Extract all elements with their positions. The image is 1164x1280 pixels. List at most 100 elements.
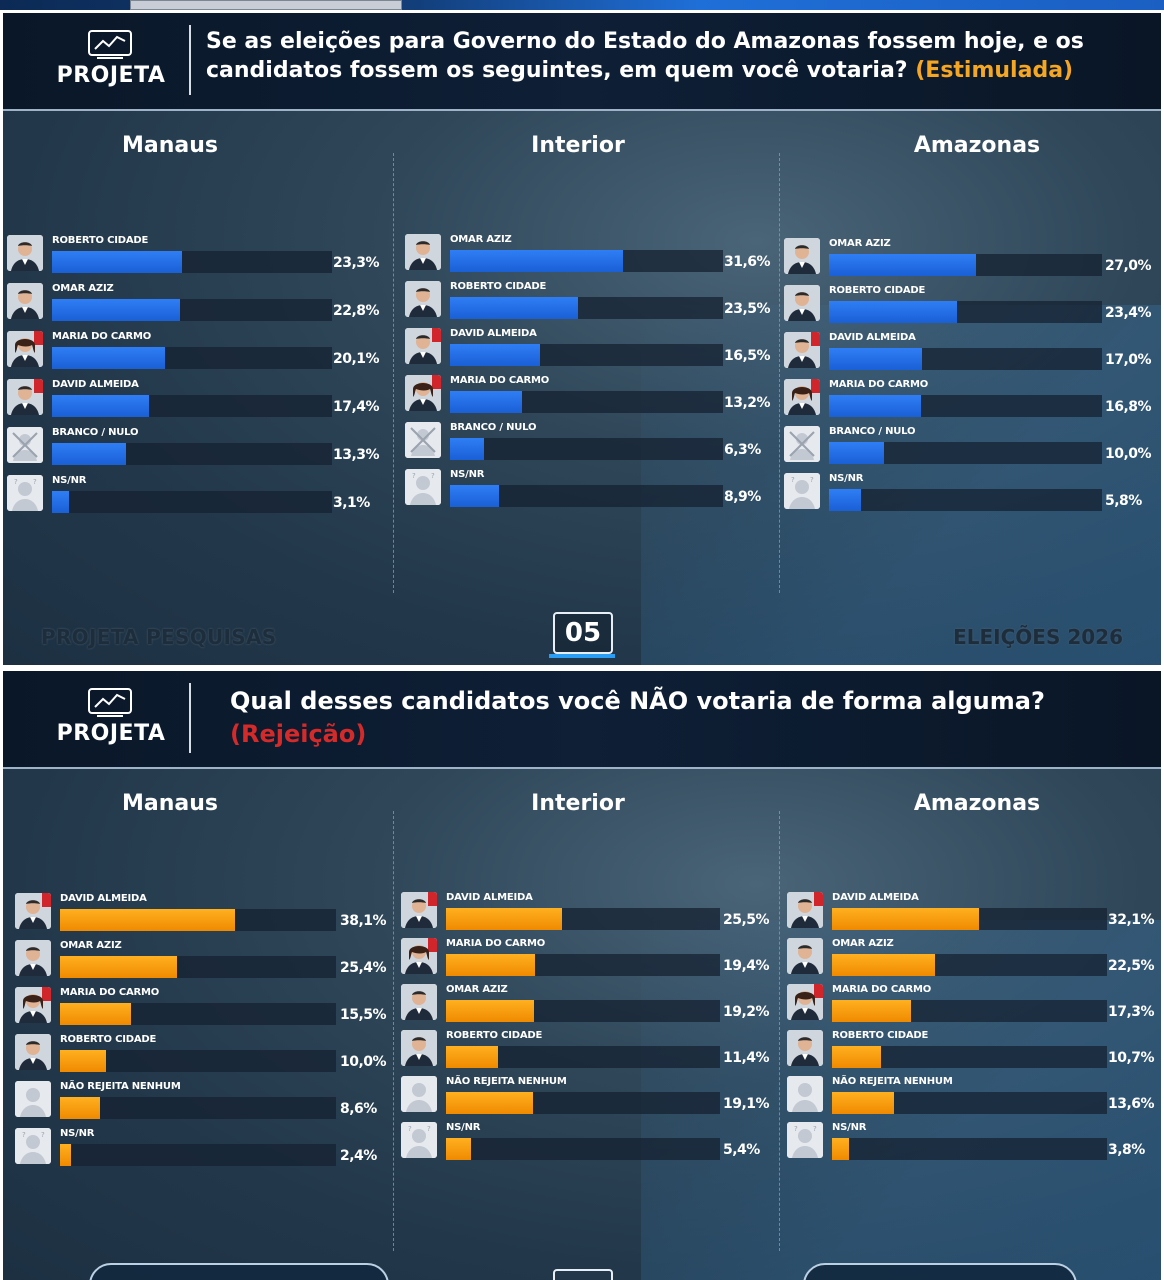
bar-row-roberto-cidade: ROBERTO CIDADE 23,3% xyxy=(7,235,393,281)
slide-header: PROJETA Se as eleições para Governo do E… xyxy=(3,13,1161,111)
candidate-name: MARIA DO CARMO xyxy=(60,987,160,998)
candidate-avatar xyxy=(784,379,820,415)
candidate-avatar xyxy=(405,375,441,411)
bar xyxy=(829,348,922,370)
candidate-photo xyxy=(401,892,437,928)
bar-track xyxy=(829,442,1102,464)
data-label: 19,4% xyxy=(723,958,770,974)
candidate-name: MARIA DO CARMO xyxy=(52,331,152,342)
data-label: 23,3% xyxy=(333,255,380,271)
bar-row-roberto-cidade: ROBERTO CIDADE 10,7% xyxy=(787,1030,1161,1076)
placeholder-person-icon: ?? xyxy=(15,1128,51,1164)
candidate-photo xyxy=(401,984,437,1020)
candidate-photo xyxy=(787,984,823,1020)
column-title-amazonas: Amazonas xyxy=(913,133,1041,158)
data-label: 2,4% xyxy=(340,1148,377,1164)
bar xyxy=(450,297,579,319)
bar-row-omar-aziz: OMAR AZIZ 27,0% xyxy=(784,238,1161,284)
bar xyxy=(52,347,165,369)
bar-track xyxy=(450,297,723,319)
candidate-name: OMAR AZIZ xyxy=(832,938,894,949)
bar-row-david-almeida: DAVID ALMEIDA 32,1% xyxy=(787,892,1161,938)
candidate-avatar xyxy=(405,328,441,364)
candidate-avatar xyxy=(401,1030,437,1066)
candidate-photo xyxy=(787,938,823,974)
bar-row-maria-do-carmo: MARIA DO CARMO 13,2% xyxy=(405,375,784,421)
bar xyxy=(450,485,499,507)
header-divider xyxy=(189,683,191,753)
bar xyxy=(60,909,236,931)
bar-row-omar-aziz: OMAR AZIZ 22,8% xyxy=(7,283,393,329)
data-label: 23,4% xyxy=(1105,305,1152,321)
bar-track xyxy=(829,489,1102,511)
page-indicator xyxy=(549,654,615,658)
candidate-name: DAVID ALMEIDA xyxy=(829,332,916,343)
candidate-name: NÃO REJEITA NENHUM xyxy=(832,1076,953,1087)
bar xyxy=(832,1138,850,1160)
candidate-avatar xyxy=(784,426,820,462)
bar-track xyxy=(60,1003,336,1025)
svg-text:?: ? xyxy=(791,476,795,484)
candidate-name: DAVID ALMEIDA xyxy=(52,379,139,390)
bar-row-omar-aziz: OMAR AZIZ 22,5% xyxy=(787,938,1161,984)
data-label: 20,1% xyxy=(333,351,380,367)
data-label: 25,5% xyxy=(723,912,770,928)
column-title-interior: Interior xyxy=(531,133,625,158)
bar-row-nao-rejeita-nenhum: NÃO REJEITA NENHUM 13,6% xyxy=(787,1076,1161,1122)
data-label: 19,2% xyxy=(723,1004,770,1020)
bar xyxy=(829,442,884,464)
bar-track xyxy=(450,250,723,272)
data-label: 31,6% xyxy=(724,254,771,270)
candidate-name: ROBERTO CIDADE xyxy=(52,235,149,246)
candidate-avatar xyxy=(401,1076,437,1112)
data-label: 5,8% xyxy=(1105,493,1142,509)
slide-header: PROJETA Qual desses candidatos você NÃO … xyxy=(3,671,1161,769)
page-title: Qual desses candidatos você NÃO votaria … xyxy=(230,685,1160,751)
bar xyxy=(60,1003,132,1025)
blank-null-icon xyxy=(7,427,43,463)
footer-pill-right xyxy=(803,1263,1077,1280)
bar xyxy=(52,395,150,417)
candidate-name: MARIA DO CARMO xyxy=(829,379,929,390)
bar-track xyxy=(446,1092,720,1114)
bar-track xyxy=(60,1097,336,1119)
bar-row-roberto-cidade: ROBERTO CIDADE 11,4% xyxy=(401,1030,783,1076)
candidate-avatar xyxy=(7,331,43,367)
bar xyxy=(52,299,180,321)
data-label: 11,4% xyxy=(723,1050,770,1066)
data-label: 17,4% xyxy=(333,399,380,415)
candidate-name: NÃO REJEITA NENHUM xyxy=(60,1081,181,1092)
column-divider xyxy=(393,153,394,593)
candidate-photo xyxy=(7,283,43,319)
bar-track xyxy=(446,1138,720,1160)
bar-track xyxy=(446,908,720,930)
svg-text:?: ? xyxy=(41,1131,45,1139)
candidate-name: ROBERTO CIDADE xyxy=(829,285,926,296)
bar xyxy=(450,391,523,413)
bar-row-nao-rejeita-nenhum: NÃO REJEITA NENHUM 19,1% xyxy=(401,1076,783,1122)
bar xyxy=(446,1138,471,1160)
bar-track xyxy=(832,908,1107,930)
bar-row-omar-aziz: OMAR AZIZ 19,2% xyxy=(401,984,783,1030)
bar-row-roberto-cidade: ROBERTO CIDADE 23,5% xyxy=(405,281,784,327)
bar xyxy=(446,908,563,930)
candidate-avatar xyxy=(15,987,51,1023)
candidate-avatar xyxy=(787,892,823,928)
candidate-photo xyxy=(7,331,43,367)
data-label: 3,1% xyxy=(333,495,370,511)
candidate-name: ROBERTO CIDADE xyxy=(450,281,547,292)
projeta-logo: PROJETA xyxy=(51,685,171,755)
candidate-photo xyxy=(401,938,437,974)
candidate-avatar xyxy=(15,893,51,929)
bar-track xyxy=(60,909,336,931)
placeholder-person-icon xyxy=(401,1076,437,1112)
column-title-manaus: Manaus xyxy=(121,133,218,158)
top-strip xyxy=(0,0,1164,10)
candidate-avatar xyxy=(787,938,823,974)
candidate-avatar xyxy=(7,283,43,319)
candidate-name: ROBERTO CIDADE xyxy=(60,1034,157,1045)
placeholder-person-icon: ?? xyxy=(787,1122,823,1158)
candidate-avatar: ?? xyxy=(405,469,441,505)
column-title-manaus: Manaus xyxy=(121,791,218,816)
data-label: 13,3% xyxy=(333,447,380,463)
